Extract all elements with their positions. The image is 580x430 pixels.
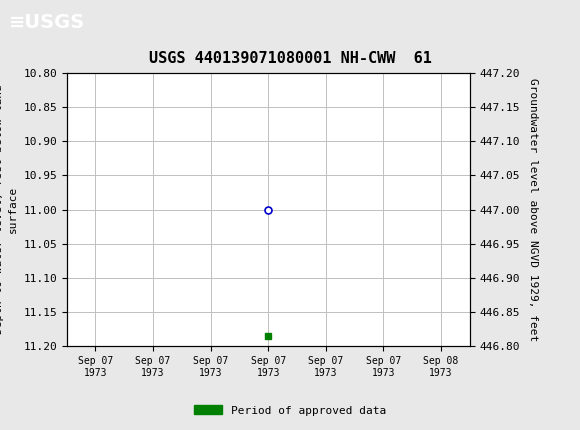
Y-axis label: Groundwater level above NGVD 1929, feet: Groundwater level above NGVD 1929, feet: [528, 78, 538, 341]
Legend: Period of approved data: Period of approved data: [190, 401, 390, 420]
Text: USGS 440139071080001 NH-CWW  61: USGS 440139071080001 NH-CWW 61: [148, 51, 432, 65]
Y-axis label: Depth to water level, feet below land
surface: Depth to water level, feet below land su…: [0, 85, 17, 335]
Text: ≡USGS: ≡USGS: [9, 13, 85, 32]
